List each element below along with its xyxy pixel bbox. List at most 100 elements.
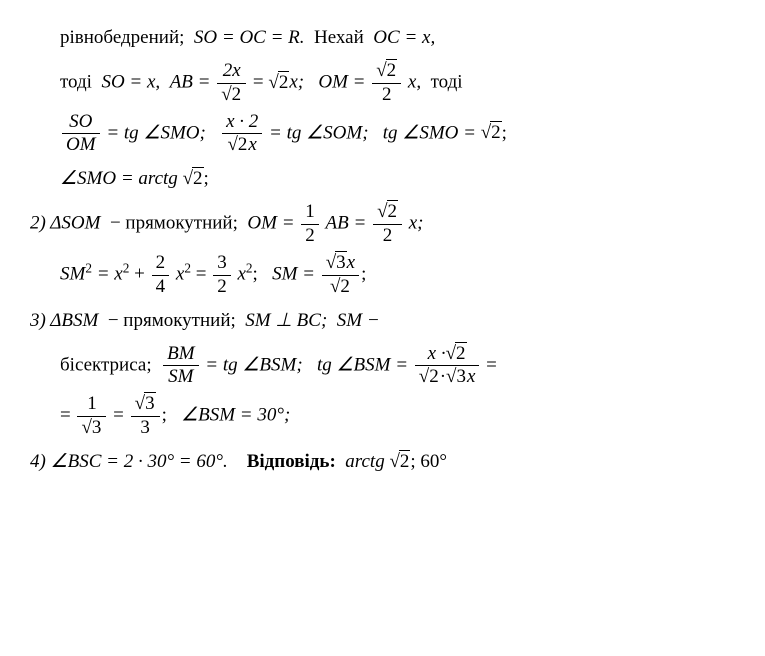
frac: 2x 2 [217, 60, 246, 107]
line-1: рівнобедрений; SO = OC = R. Нехай OC = x… [30, 20, 735, 56]
t: OC = x, [373, 27, 435, 48]
den: 4 [152, 276, 170, 299]
den: 2 [213, 276, 231, 299]
num: 3 [213, 252, 231, 276]
t: AB = [170, 72, 211, 93]
t: AB = [326, 213, 367, 234]
line-3: SO OM = tg ∠SMO; x · 2 2x = tg ∠SOM; tg … [30, 111, 735, 158]
frac: 2 2 [373, 201, 402, 248]
t: 2 [399, 450, 411, 472]
t: = [113, 405, 124, 426]
num: 1 [301, 201, 319, 225]
t: x; [409, 213, 424, 234]
frac: x · 2 2x [222, 111, 262, 158]
num: 2x [223, 60, 241, 81]
line-8: бісектриса; BM SM = tg ∠BSM; tg ∠BSM = x… [30, 343, 735, 390]
frac: 3x 2 [322, 252, 359, 299]
d: 3 [455, 365, 467, 387]
num: 2 [152, 252, 170, 276]
frac: 2 4 [152, 252, 170, 299]
rad [377, 201, 387, 222]
t: Нехай [314, 27, 364, 48]
line-9: = 1 3 = 3 3 ; ∠BSM = 30°; [30, 393, 735, 440]
t: = [486, 354, 497, 375]
t: рівнобедрений; [60, 27, 184, 48]
t: 4) ∠BSC = 2 · 30° = 60°. [30, 451, 228, 472]
t: 2 [490, 121, 502, 143]
den: 2 [339, 275, 351, 297]
frac: 3 2 [213, 252, 231, 299]
t: тоді [431, 72, 463, 93]
t: − прямокутний; [108, 310, 236, 331]
t: ; [253, 264, 258, 285]
t: + [134, 264, 145, 285]
t: ; [502, 122, 507, 143]
t: x [237, 264, 245, 285]
t: ∠SMO = arctg [60, 168, 178, 189]
num: x · 2 [226, 111, 258, 132]
t: тоді [60, 72, 92, 93]
t: ∠BSM = 30°; [181, 405, 290, 426]
t: = [60, 405, 71, 426]
den: 2 [372, 84, 401, 107]
num: 2 [386, 59, 398, 81]
t: − прямокутний; [110, 213, 238, 234]
t: SM [60, 264, 85, 285]
den: 2 [231, 83, 243, 105]
frac: 1 3 [77, 393, 106, 440]
num: BM [167, 343, 194, 364]
d: x [248, 134, 256, 155]
den: OM [66, 134, 96, 155]
frac: 3 3 [131, 393, 160, 440]
t: OM = [318, 72, 365, 93]
line-10: 4) ∠BSC = 2 · 30° = 60°. Відповідь: arct… [30, 444, 735, 480]
t: = x [97, 264, 123, 285]
line-2: тоді SO = x, AB = 2x 2 = 2x; OM = 2 2 x,… [30, 60, 735, 107]
t: SM = [272, 264, 315, 285]
t: 2 [192, 167, 204, 189]
t: = tg ∠SOM; [269, 122, 369, 143]
n: 3 [335, 251, 347, 273]
t: 2) ΔSOM [30, 213, 100, 234]
den: SM [168, 366, 193, 387]
line-7: 3) ΔBSM − прямокутний; SM ⊥ BC; SM − [30, 303, 735, 339]
t: бісектриса; [60, 354, 152, 375]
t: SM − [337, 310, 380, 331]
frac: 1 2 [301, 201, 319, 248]
t: ; 60° [410, 451, 447, 472]
num: 2 [387, 200, 399, 222]
line-5: 2) ΔSOM − прямокутний; OM = 1 2 AB = 2 2… [30, 201, 735, 248]
t: OM = [247, 213, 294, 234]
d: 2 [237, 133, 249, 155]
line-6: SM2 = x2 + 2 4 x2 = 3 2 x2; SM = 3x 2 ; [30, 252, 735, 299]
t: tg ∠BSM = [317, 354, 408, 375]
frac: SO OM [62, 111, 100, 158]
t: x; [289, 72, 304, 93]
t: = tg ∠BSM; [205, 354, 302, 375]
t: = [196, 264, 207, 285]
t: tg ∠SMO = [383, 122, 476, 143]
t: ; [361, 264, 366, 285]
line-4: ∠SMO = arctg 2; [30, 161, 735, 197]
t: x, [408, 72, 421, 93]
den: 2 [373, 225, 402, 248]
n: 2 [455, 342, 467, 364]
t: = tg ∠SMO; [106, 122, 206, 143]
t: 2 [278, 71, 290, 93]
t: SO = x, [101, 72, 160, 93]
t: = [253, 72, 264, 93]
n: x [347, 252, 355, 273]
frac: x ·2 2·3x [415, 343, 480, 390]
d: 2 [428, 365, 440, 387]
num: 1 [77, 393, 106, 417]
answer-label: Відповідь: [247, 451, 336, 472]
den: 2 [301, 225, 319, 248]
frac: BM SM [163, 343, 198, 390]
t: SM ⊥ BC; [245, 310, 327, 331]
t: ; [204, 168, 209, 189]
t: SO = OC = R. [194, 27, 305, 48]
t: arctg [345, 451, 384, 472]
frac: 2 2 [372, 60, 401, 107]
num: SO [69, 111, 92, 132]
d: x [467, 366, 475, 387]
